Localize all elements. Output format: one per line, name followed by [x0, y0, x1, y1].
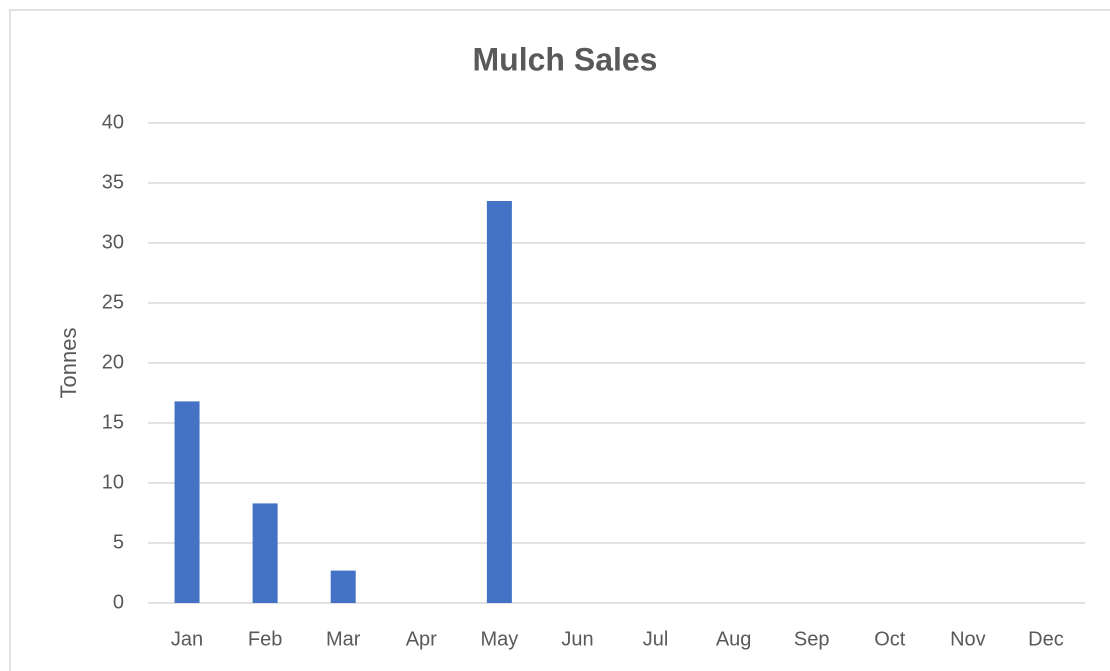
chart-title: Mulch Sales [473, 41, 658, 77]
y-tick-label: 30 [102, 231, 124, 253]
x-tick-label: Sep [794, 628, 830, 650]
y-tick-label: 40 [102, 111, 124, 133]
y-tick-label: 10 [102, 471, 124, 493]
x-tick-label: Jan [171, 628, 203, 650]
bar [252, 503, 278, 603]
x-tick-label: Jun [561, 628, 593, 650]
y-tick-label: 25 [102, 291, 124, 313]
bar [174, 401, 200, 603]
x-tick-label: Mar [326, 628, 361, 650]
bar [330, 570, 356, 603]
x-tick-label: Oct [874, 628, 906, 650]
y-tick-label: 15 [102, 411, 124, 433]
bar [486, 201, 512, 603]
x-tick-label: Dec [1028, 628, 1064, 650]
x-tick-label: Aug [716, 628, 752, 650]
y-tick-label: 0 [113, 591, 124, 613]
x-tick-label: May [480, 628, 518, 650]
x-tick-label: Apr [406, 628, 437, 650]
y-tick-label: 35 [102, 171, 124, 193]
x-tick-label: Nov [950, 628, 986, 650]
x-tick-label: Feb [248, 628, 282, 650]
y-axis-label: Tonnes [56, 328, 81, 399]
y-tick-label: 20 [102, 351, 124, 373]
y-tick-label: 5 [113, 531, 124, 553]
x-tick-label: Jul [643, 628, 669, 650]
